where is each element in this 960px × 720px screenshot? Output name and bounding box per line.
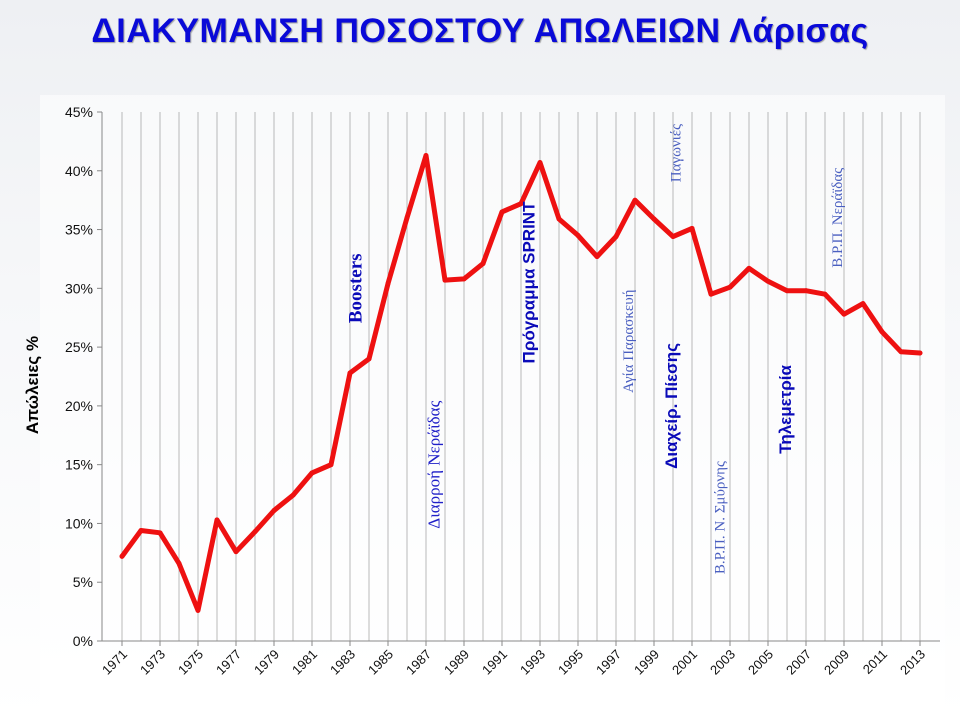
data-point (499, 209, 505, 215)
data-point (613, 234, 619, 240)
annotation-label: Boosters (345, 253, 366, 323)
y-tick-labels: 0% 5% 10% 15% 20% 25% 30% 35% 40% 45% (65, 104, 93, 649)
y-tick-label: 45% (65, 104, 93, 120)
data-point (309, 470, 315, 476)
data-point (252, 529, 258, 535)
data-point (423, 153, 429, 158)
data-point (461, 276, 467, 282)
annotation-label: Β.Ρ.Π. Ν. Σμύρνης (712, 461, 728, 574)
y-tick-label: 30% (65, 280, 93, 296)
y-tick-label: 5% (73, 574, 93, 590)
y-tick-label: 10% (65, 515, 93, 531)
data-point (784, 288, 790, 294)
data-point (537, 160, 543, 165)
data-point (632, 197, 638, 203)
data-point (176, 561, 182, 566)
series-loss-rate (119, 153, 923, 613)
data-point (442, 277, 448, 283)
data-point (879, 329, 885, 335)
gridlines (121, 112, 921, 641)
annotation-label: Διαρροή Νεράϊδας (424, 400, 443, 528)
data-point (404, 215, 410, 221)
data-point (708, 291, 714, 297)
data-point (233, 549, 239, 555)
chart-title: ΔΙΑΚΥΜΑΝΣΗ ΠΟΣΟΣΤΟΥ ΑΠΩΛΕΙΩΝ Λάρισας (91, 12, 869, 50)
data-point (214, 517, 220, 523)
y-axis-label: Απώλειες % (23, 336, 42, 434)
data-point (157, 530, 163, 536)
data-point (841, 311, 847, 317)
y-tick-label: 25% (65, 339, 93, 355)
annotation-label: Διαχείρ. Πίεσης (662, 343, 681, 469)
annotation-label: Β.Ρ.Π. Νεράϊδας (830, 168, 846, 268)
annotation-label: Παγωνιές (669, 124, 685, 182)
data-point (480, 261, 486, 267)
data-point (138, 528, 144, 533)
data-point (765, 278, 771, 284)
y-tick-label: 0% (73, 633, 93, 649)
annotation-label: Πρόγραμμα SPRINT (519, 201, 538, 364)
data-point (803, 288, 809, 294)
data-point (594, 254, 600, 259)
axes (97, 111, 940, 646)
data-point (271, 508, 277, 513)
data-point (727, 284, 733, 290)
annotation-label: Τηλεμετρία (776, 364, 795, 453)
y-tick-label: 40% (65, 163, 93, 179)
data-point (917, 350, 923, 356)
data-point (575, 233, 581, 238)
y-tick-label: 35% (65, 222, 93, 238)
data-point (898, 349, 904, 355)
data-point (195, 608, 201, 613)
data-point (746, 265, 752, 271)
data-point (347, 370, 353, 376)
data-point (119, 553, 125, 559)
data-point (651, 216, 657, 222)
y-tick-label: 20% (65, 398, 93, 414)
data-point (556, 216, 562, 222)
data-point (385, 281, 391, 287)
annotations: Boosters Διαρροή Νεράϊδας Πρόγραμμα SPRINT… (345, 124, 846, 574)
data-point (328, 462, 334, 468)
annotation-label: Αγία Παρασκευή (621, 289, 637, 392)
data-point (822, 291, 828, 297)
data-point (518, 201, 524, 207)
data-point (366, 356, 372, 362)
plot-area (40, 95, 945, 715)
data-point (670, 234, 676, 240)
data-point (860, 301, 866, 307)
data-point (290, 492, 296, 498)
y-tick-label: 15% (65, 457, 93, 473)
data-point (689, 225, 695, 231)
